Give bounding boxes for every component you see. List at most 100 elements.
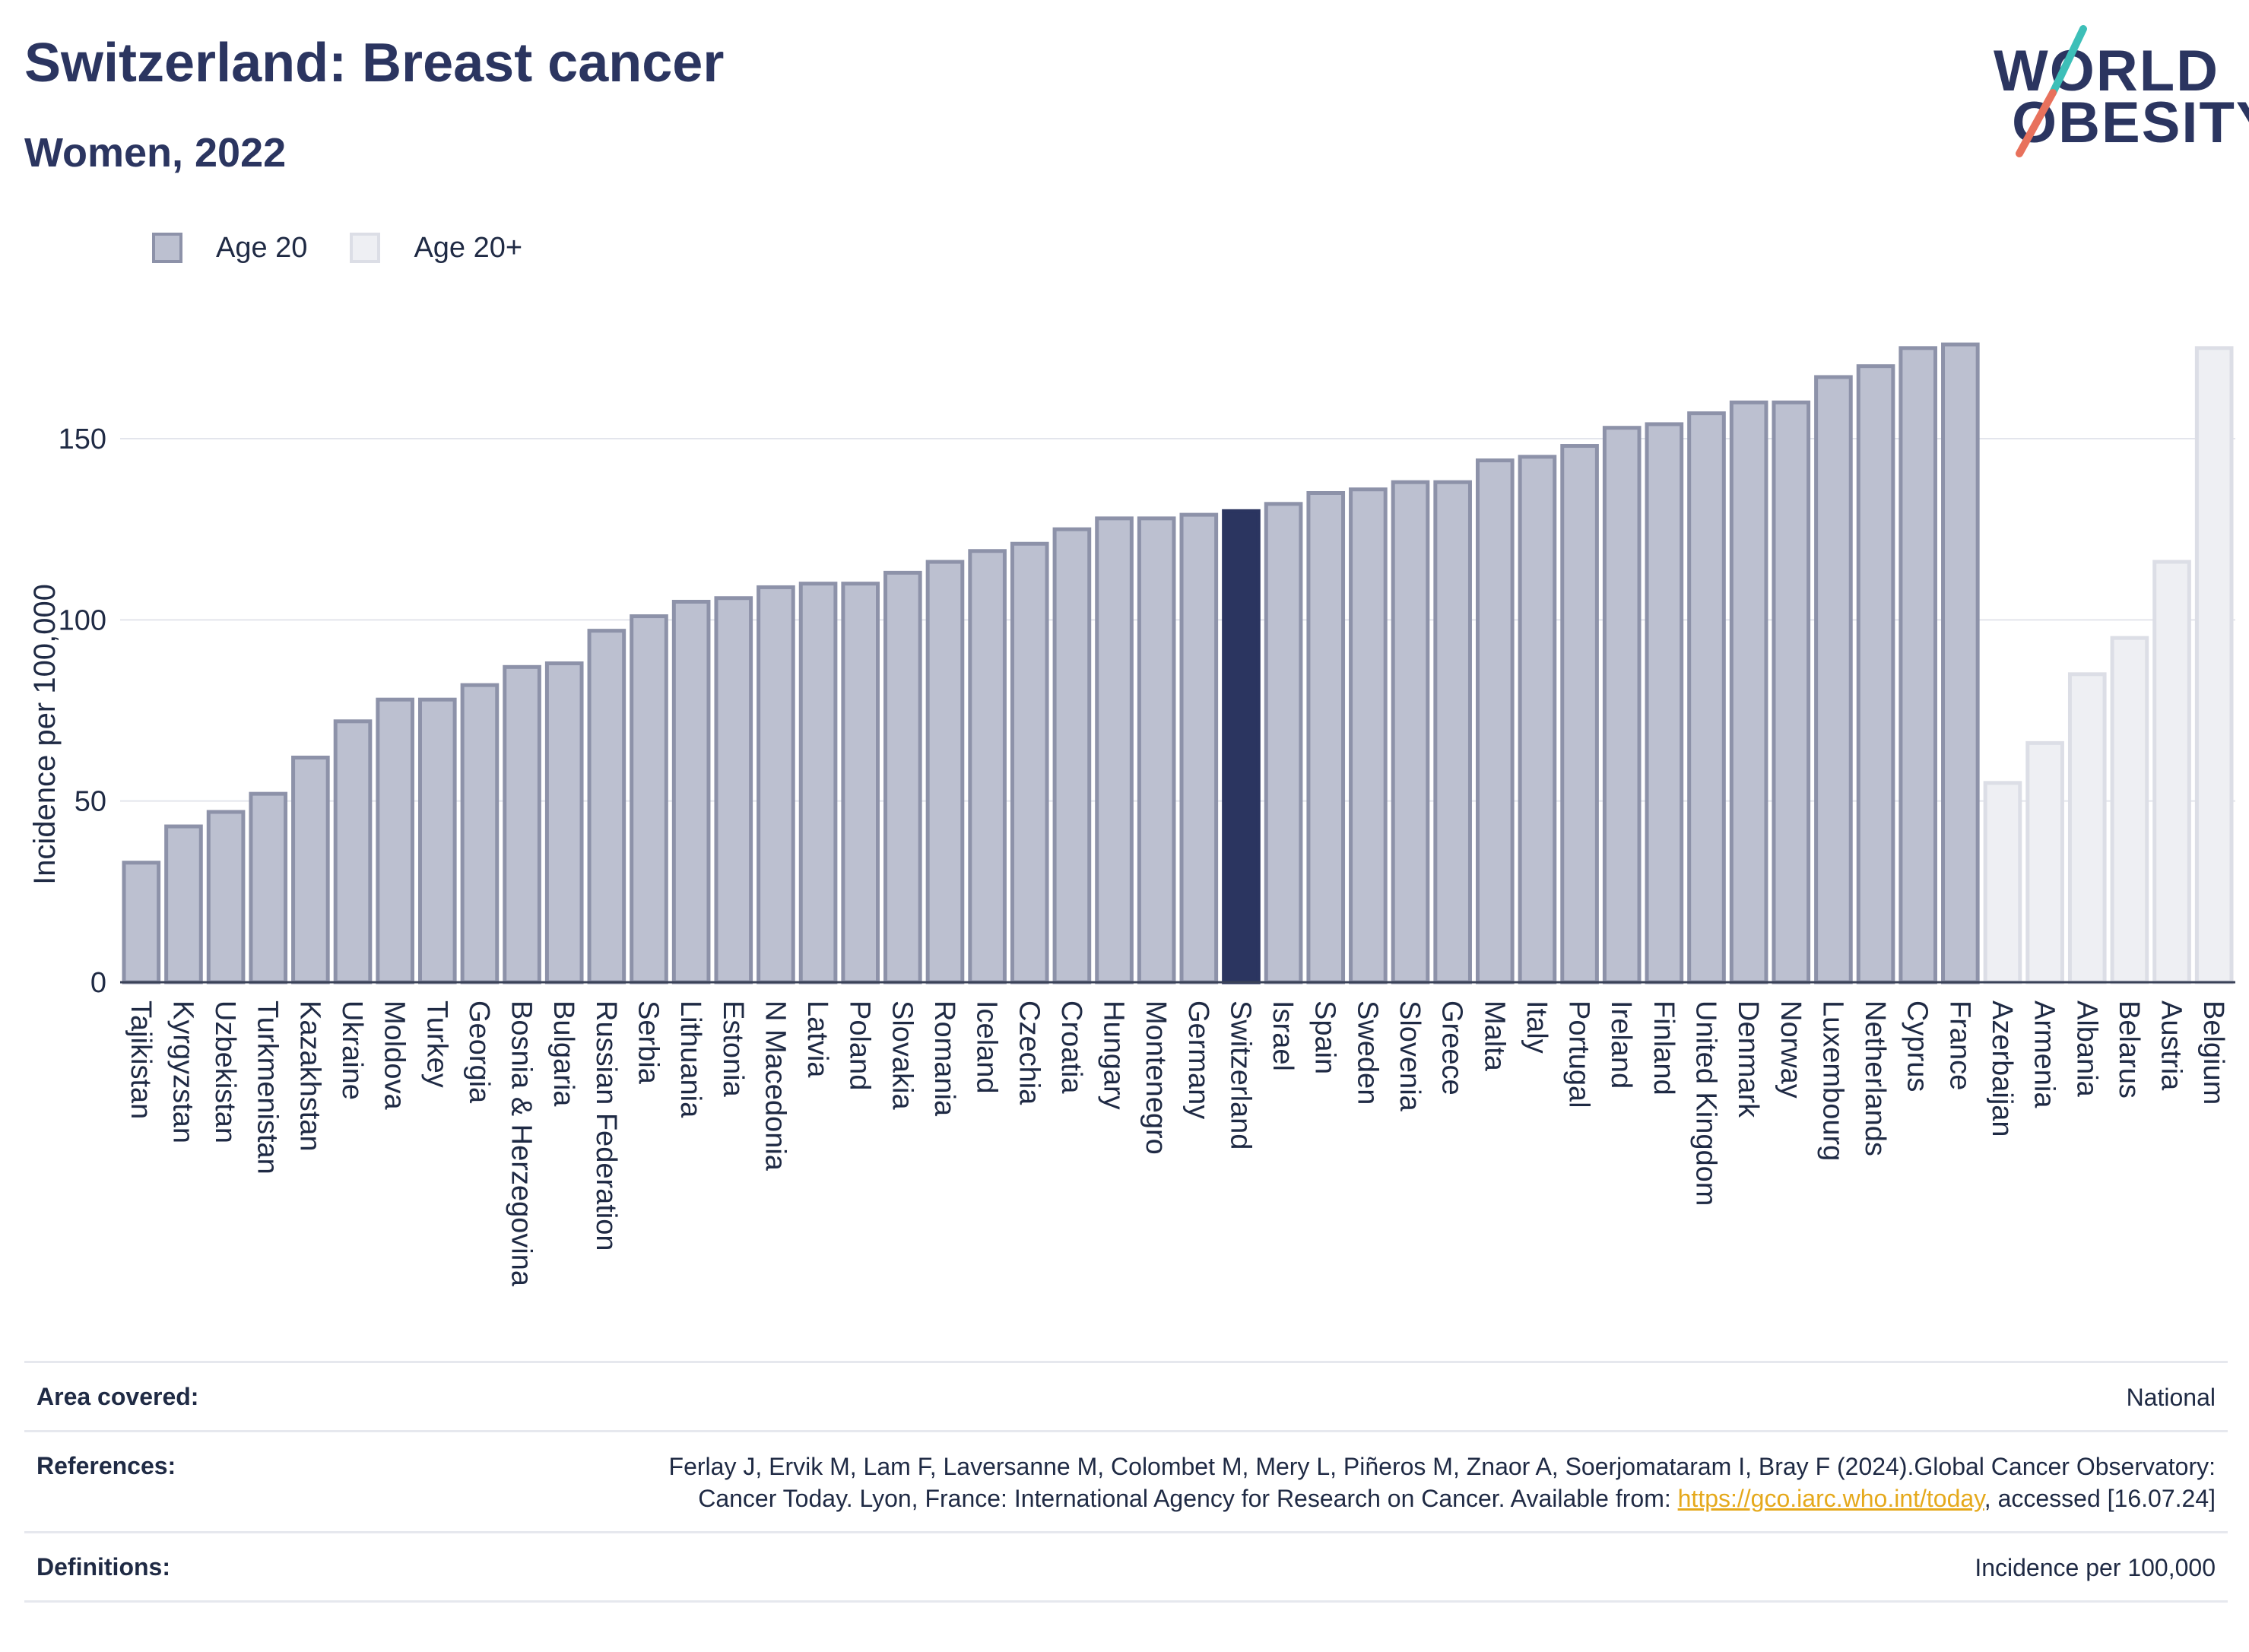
- bar: [164, 824, 203, 985]
- x-tick-label: Norway: [1775, 1000, 1806, 1099]
- x-tick-label: Czechia: [1013, 1000, 1045, 1105]
- bar: [1349, 487, 1388, 985]
- bar: [2110, 636, 2149, 985]
- x-tick-label: Italy: [1521, 1000, 1553, 1054]
- x-tick-label: Latvia: [801, 1000, 833, 1078]
- bar: [1052, 527, 1092, 985]
- references-link[interactable]: https://gco.iarc.who.int/today: [1677, 1485, 1984, 1512]
- bar: [1475, 458, 1515, 985]
- bar: [798, 582, 838, 985]
- bar: [1518, 455, 1557, 985]
- legend-label-age20plus: Age 20+: [414, 231, 523, 264]
- references-label: References:: [36, 1452, 176, 1479]
- legend-item-age20[interactable]: Age 20: [152, 232, 307, 265]
- chart-footer: Area covered: National References: Ferla…: [24, 1361, 2228, 1603]
- x-tick-label: Ukraine: [336, 1000, 368, 1100]
- x-tick-label: Slovakia: [886, 1000, 918, 1110]
- legend-item-age20plus[interactable]: Age 20+: [350, 232, 522, 265]
- bar: [968, 549, 1007, 985]
- bar: [291, 755, 330, 985]
- y-axis-label: Incidence per 100,000: [28, 584, 62, 885]
- bar: [1772, 400, 1811, 985]
- bar: [2025, 740, 2064, 985]
- x-tick-label: Azerbaijan: [1986, 1000, 2018, 1137]
- bar: [206, 810, 246, 985]
- bar: [1264, 502, 1303, 985]
- bar: [1222, 509, 1261, 985]
- x-tick-label: Israel: [1267, 1000, 1299, 1071]
- x-tick-label: Romania: [928, 1000, 960, 1117]
- x-tick-label: Portugal: [1563, 1000, 1595, 1108]
- bar: [376, 697, 414, 985]
- bar: [1687, 411, 1726, 985]
- x-tick-label: Luxembourg: [1816, 1000, 1848, 1161]
- bar: [249, 791, 288, 985]
- y-tick-label: 50: [75, 786, 106, 818]
- legend-label-age20: Age 20: [216, 231, 308, 264]
- bar: [1391, 480, 1430, 985]
- x-tick-label: Belgium: [2197, 1000, 2229, 1105]
- x-tick-label: Georgia: [463, 1000, 495, 1104]
- x-tick-label: Albania: [2070, 1000, 2102, 1098]
- footer-row-references: References: Ferlay J, Ervik M, Lam F, La…: [24, 1430, 2228, 1531]
- x-tick-label: Denmark: [1732, 1000, 1764, 1118]
- x-tick-label: N Macedonia: [759, 1000, 791, 1172]
- x-tick-label: Switzerland: [1224, 1000, 1256, 1149]
- footer-row-definitions: Definitions: Incidence per 100,000: [24, 1531, 2228, 1603]
- bar: [1602, 426, 1642, 985]
- x-tick-label: Estonia: [717, 1000, 749, 1098]
- x-tick-label: Kazakhstan: [293, 1000, 325, 1152]
- x-tick-label: Russian Federation: [590, 1000, 622, 1251]
- y-tick-label: 100: [59, 604, 106, 636]
- bar: [671, 600, 711, 985]
- x-tick-label: Malta: [1478, 1000, 1510, 1072]
- bar: [2152, 560, 2191, 985]
- world-obesity-logo: WORLD OBESITY: [1984, 23, 2249, 160]
- x-tick-label: Turkmenistan: [252, 1000, 284, 1175]
- x-tick-label: Moldova: [379, 1000, 411, 1110]
- bar: [757, 585, 795, 985]
- x-tick-label: Iceland: [971, 1000, 1003, 1094]
- x-tick-label: Tajikistan: [125, 1000, 157, 1119]
- x-tick-label: Kyrgyzstan: [167, 1000, 198, 1143]
- bar: [587, 629, 626, 985]
- bar: [1010, 541, 1049, 985]
- x-tick-label: Armenia: [2029, 1000, 2060, 1108]
- bar: [1560, 444, 1599, 985]
- x-tick-label: Lithuania: [674, 1000, 706, 1118]
- bar: [544, 661, 584, 985]
- y-tick-label: 0: [90, 967, 106, 999]
- x-tick-label: United Kingdom: [1690, 1000, 1722, 1206]
- x-tick-label: Cyprus: [1902, 1000, 1933, 1092]
- area-value: National: [2126, 1384, 2216, 1411]
- x-tick-label: Hungary: [1098, 1000, 1130, 1110]
- area-label: Area covered:: [36, 1383, 199, 1410]
- y-tick-label: 150: [59, 423, 106, 455]
- x-tick-label: France: [1943, 1000, 1975, 1090]
- x-tick-label: Montenegro: [1140, 1000, 1172, 1155]
- bar: [460, 683, 500, 985]
- x-tick-label: Spain: [1309, 1000, 1341, 1074]
- bar: [714, 596, 753, 985]
- x-tick-label: Poland: [844, 1000, 876, 1090]
- bar: [1306, 491, 1346, 985]
- bar: [925, 560, 965, 985]
- footer-row-area: Area covered: National: [24, 1361, 2228, 1430]
- x-tick-label: Bosnia & Herzegovina: [506, 1000, 538, 1287]
- bar: [1729, 400, 1768, 985]
- x-tick-label: Belarus: [2113, 1000, 2145, 1099]
- page-title: Switzerland: Breast cancer: [24, 33, 725, 94]
- bar: [1983, 781, 2022, 985]
- page-subtitle: Women, 2022: [24, 130, 287, 176]
- bar: [417, 697, 457, 985]
- bar: [1898, 346, 1938, 985]
- x-tick-label: Netherlands: [1859, 1000, 1891, 1156]
- logo-slash-icon: [2016, 25, 2087, 157]
- x-tick-label: Uzbekistan: [209, 1000, 241, 1143]
- legend-swatch-age20: [152, 233, 182, 263]
- x-tick-label: Ireland: [1605, 1000, 1637, 1089]
- x-tick-label: Austria: [2155, 1000, 2187, 1091]
- x-tick-label: Sweden: [1351, 1000, 1383, 1105]
- bar: [1095, 516, 1134, 985]
- bar: [1941, 342, 1980, 985]
